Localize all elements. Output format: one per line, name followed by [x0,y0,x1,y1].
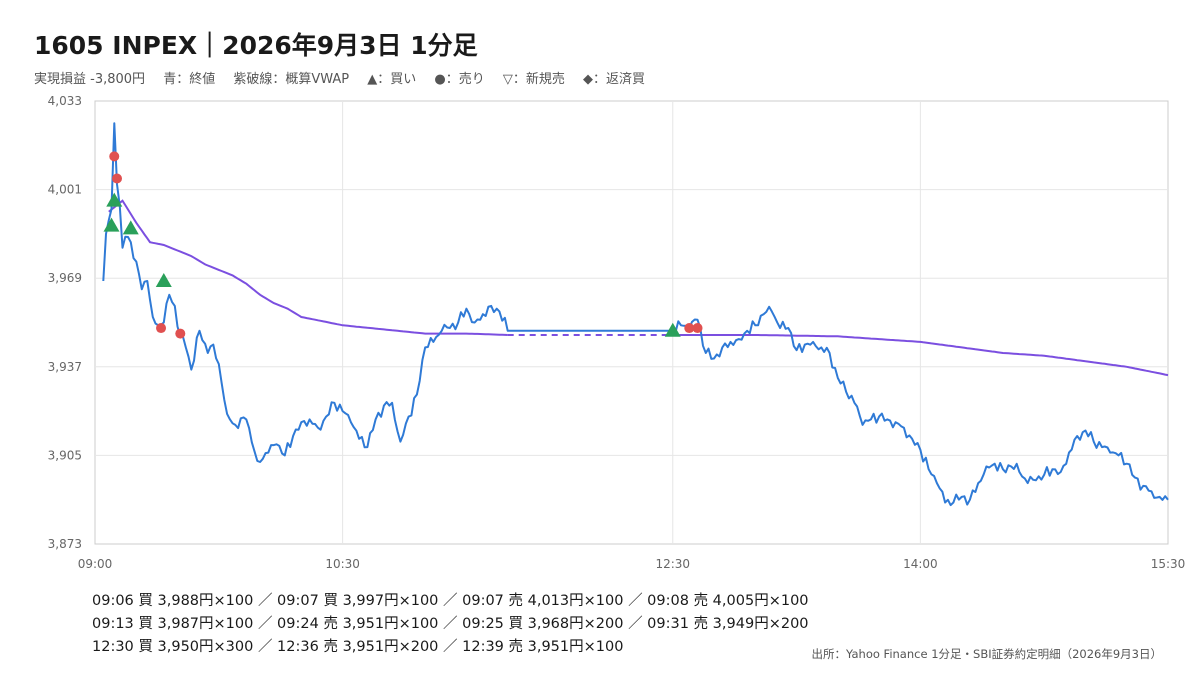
sell-marker [692,323,703,334]
buy-marker [155,272,172,287]
trade-line-3: 12:30 買 3,950円×300 ／ 12:36 売 3,951円×200 … [92,639,624,655]
buy-marker [106,192,123,207]
y-tick-label: 3,905 [48,448,82,462]
y-tick-label: 3,937 [48,360,82,374]
legend-vwap: 紫破線：概算VWAP [233,72,350,87]
sell-marker [175,328,186,339]
close-price-line [102,122,1169,507]
chart-title: 1605 INPEX｜2026年9月3日 1分足 [34,31,478,60]
x-tick-label: 10:30 [325,557,360,571]
buy-marker [122,220,139,235]
trade-list: 09:06 買 3,988円×100 ／ 09:07 買 3,997円×100 … [92,590,809,659]
y-tick-label: 4,033 [48,94,82,108]
vwap-line-morning [108,199,508,336]
sell-marker [684,323,695,334]
trade-line-2: 09:13 買 3,987円×100 ／ 09:24 売 3,951円×100 … [92,616,809,632]
plot-area [94,100,1169,545]
trade-line-1: 09:06 買 3,988円×100 ／ 09:07 買 3,997円×100 … [92,593,809,609]
sell-marker [112,173,123,184]
legend-new-sell: ▽：新規売 [502,72,565,87]
y-tick-label: 4,001 [48,183,82,197]
x-tick-label: 09:00 [78,557,113,571]
source-note: 出所：Yahoo Finance 1分足・SBI証券約定明細（2026年9月3日… [811,647,1162,661]
legend-sell: ●：売り [434,72,485,87]
x-tick-label: 14:00 [903,557,938,571]
buy-marker [664,322,681,337]
sell-marker [156,323,167,334]
y-tick-label: 3,873 [48,537,82,551]
legend-repay-buy: ◆：返済買 [583,72,646,87]
y-tick-label: 3,969 [48,271,82,285]
legend-close: 青：終値 [163,72,216,87]
realized-pnl: 実現損益 -3,800円 [34,72,146,87]
legend-buy: ▲：買い [367,72,417,87]
buy-marker [103,217,120,232]
legend-line: 実現損益 -3,800円 青：終値 紫破線：概算VWAP ▲：買い ●：売り ▽… [34,68,659,87]
sell-marker [109,151,120,162]
vwap-line-afternoon [672,334,1169,377]
x-tick-label: 12:30 [655,557,690,571]
price-chart: 4,033 4,001 3,969 3,937 3,905 3,873 09:00 10:30… [48,94,1186,571]
x-tick-label: 15:30 [1151,557,1186,571]
